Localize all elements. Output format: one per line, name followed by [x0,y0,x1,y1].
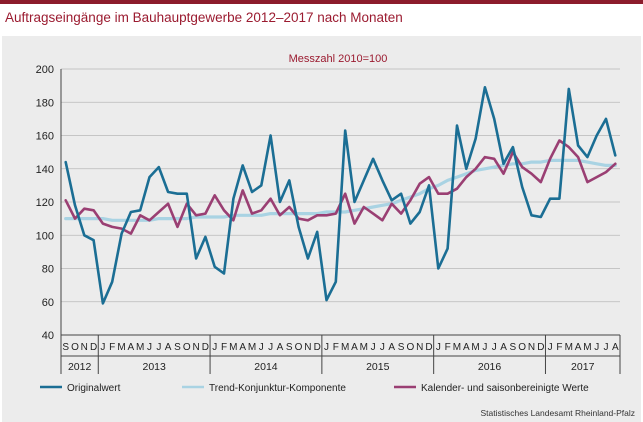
year-label-2016: 2016 [478,361,502,373]
month-tick-label: J [147,342,152,353]
month-tick-label: A [277,342,284,353]
month-tick-label: D [425,342,432,353]
month-tick-label: F [556,342,562,353]
month-tick-label: M [248,342,256,353]
month-tick-label: A [463,342,470,353]
month-tick-label: N [304,342,311,353]
year-label-2015: 2015 [366,361,390,373]
month-tick-label: M [453,342,461,353]
month-tick-label: J [594,342,599,353]
month-tick-label: S [62,342,69,353]
month-tick-label: A [388,342,395,353]
month-tick-label: A [351,342,358,353]
month-tick-label: N [192,342,199,353]
legend-label-1: Trend-Konjunktur-Komponente [209,383,346,394]
y-tick-label-40: 40 [42,330,54,342]
month-tick-label: S [510,342,517,353]
month-tick-label: J [371,342,376,353]
month-tick-label: F [221,342,227,353]
month-tick-label: M [565,342,573,353]
series-line-originalwert [64,85,617,305]
chart-subtitle: Messzahl 2010=100 [289,53,388,65]
month-tick-label: M [136,342,144,353]
month-tick-label: D [537,342,544,353]
year-label-2014: 2014 [254,361,278,373]
y-tick-label-200: 200 [36,64,54,76]
month-tick-label: M [117,342,125,353]
month-tick-label: J [604,342,609,353]
month-tick-label: M [583,342,591,353]
legend-label-0: Originalwert [67,383,121,394]
month-tick-label: M [360,342,368,353]
month-tick-label: O [71,342,79,353]
y-tick-label-120: 120 [36,197,54,209]
month-tick-label: J [324,342,329,353]
month-tick-label: O [406,342,414,353]
month-tick-label: J [482,342,487,353]
month-tick-label: N [528,342,535,353]
y-tick-label-100: 100 [36,230,54,242]
month-tick-label: J [548,342,553,353]
month-tick-label: M [229,342,237,353]
month-tick-label: M [341,342,349,353]
month-tick-label: J [212,342,217,353]
top-accent-bar [0,0,643,4]
month-tick-label: J [100,342,105,353]
year-label-2013: 2013 [142,361,166,373]
y-tick-label-140: 140 [36,164,54,176]
month-tick-label: A [165,342,172,353]
y-tick-label-180: 180 [36,97,54,109]
month-tick-label: D [202,342,209,353]
month-tick-label: J [156,342,161,353]
y-tick-label-80: 80 [42,264,54,276]
month-tick-label: O [518,342,526,353]
month-tick-label: S [286,342,293,353]
month-tick-label: O [183,342,191,353]
y-tick-label-160: 160 [36,131,54,143]
month-tick-label: D [314,342,321,353]
month-tick-label: J [259,342,264,353]
year-label-2017: 2017 [571,361,595,373]
month-tick-label: A [239,342,246,353]
chart-title: Auftragseingänge im Bauhauptgewerbe 2012… [5,10,403,25]
month-tick-label: J [436,342,441,353]
month-tick-label: A [612,342,619,353]
month-tick-label: F [109,342,115,353]
month-tick-label: A [128,342,135,353]
month-tick-label: S [398,342,405,353]
month-tick-label: J [380,342,385,353]
month-tick-label: J [268,342,273,353]
month-tick-label: J [492,342,497,353]
month-tick-label: D [90,342,97,353]
month-tick-label: A [575,342,582,353]
month-tick-label: A [500,342,507,353]
y-tick-label-60: 60 [42,297,54,309]
month-tick-label: F [333,342,339,353]
month-tick-label: M [471,342,479,353]
month-tick-label: N [416,342,423,353]
month-tick-label: S [174,342,181,353]
month-tick-label: N [81,342,88,353]
legend-label-2: Kalender- und saisonbereinigte Werte [421,383,589,394]
source-note: Statistisches Landesamt Rheinland-Pfalz [481,408,636,418]
month-tick-label: O [295,342,303,353]
year-label-2012: 2012 [68,361,92,373]
month-tick-label: F [445,342,451,353]
